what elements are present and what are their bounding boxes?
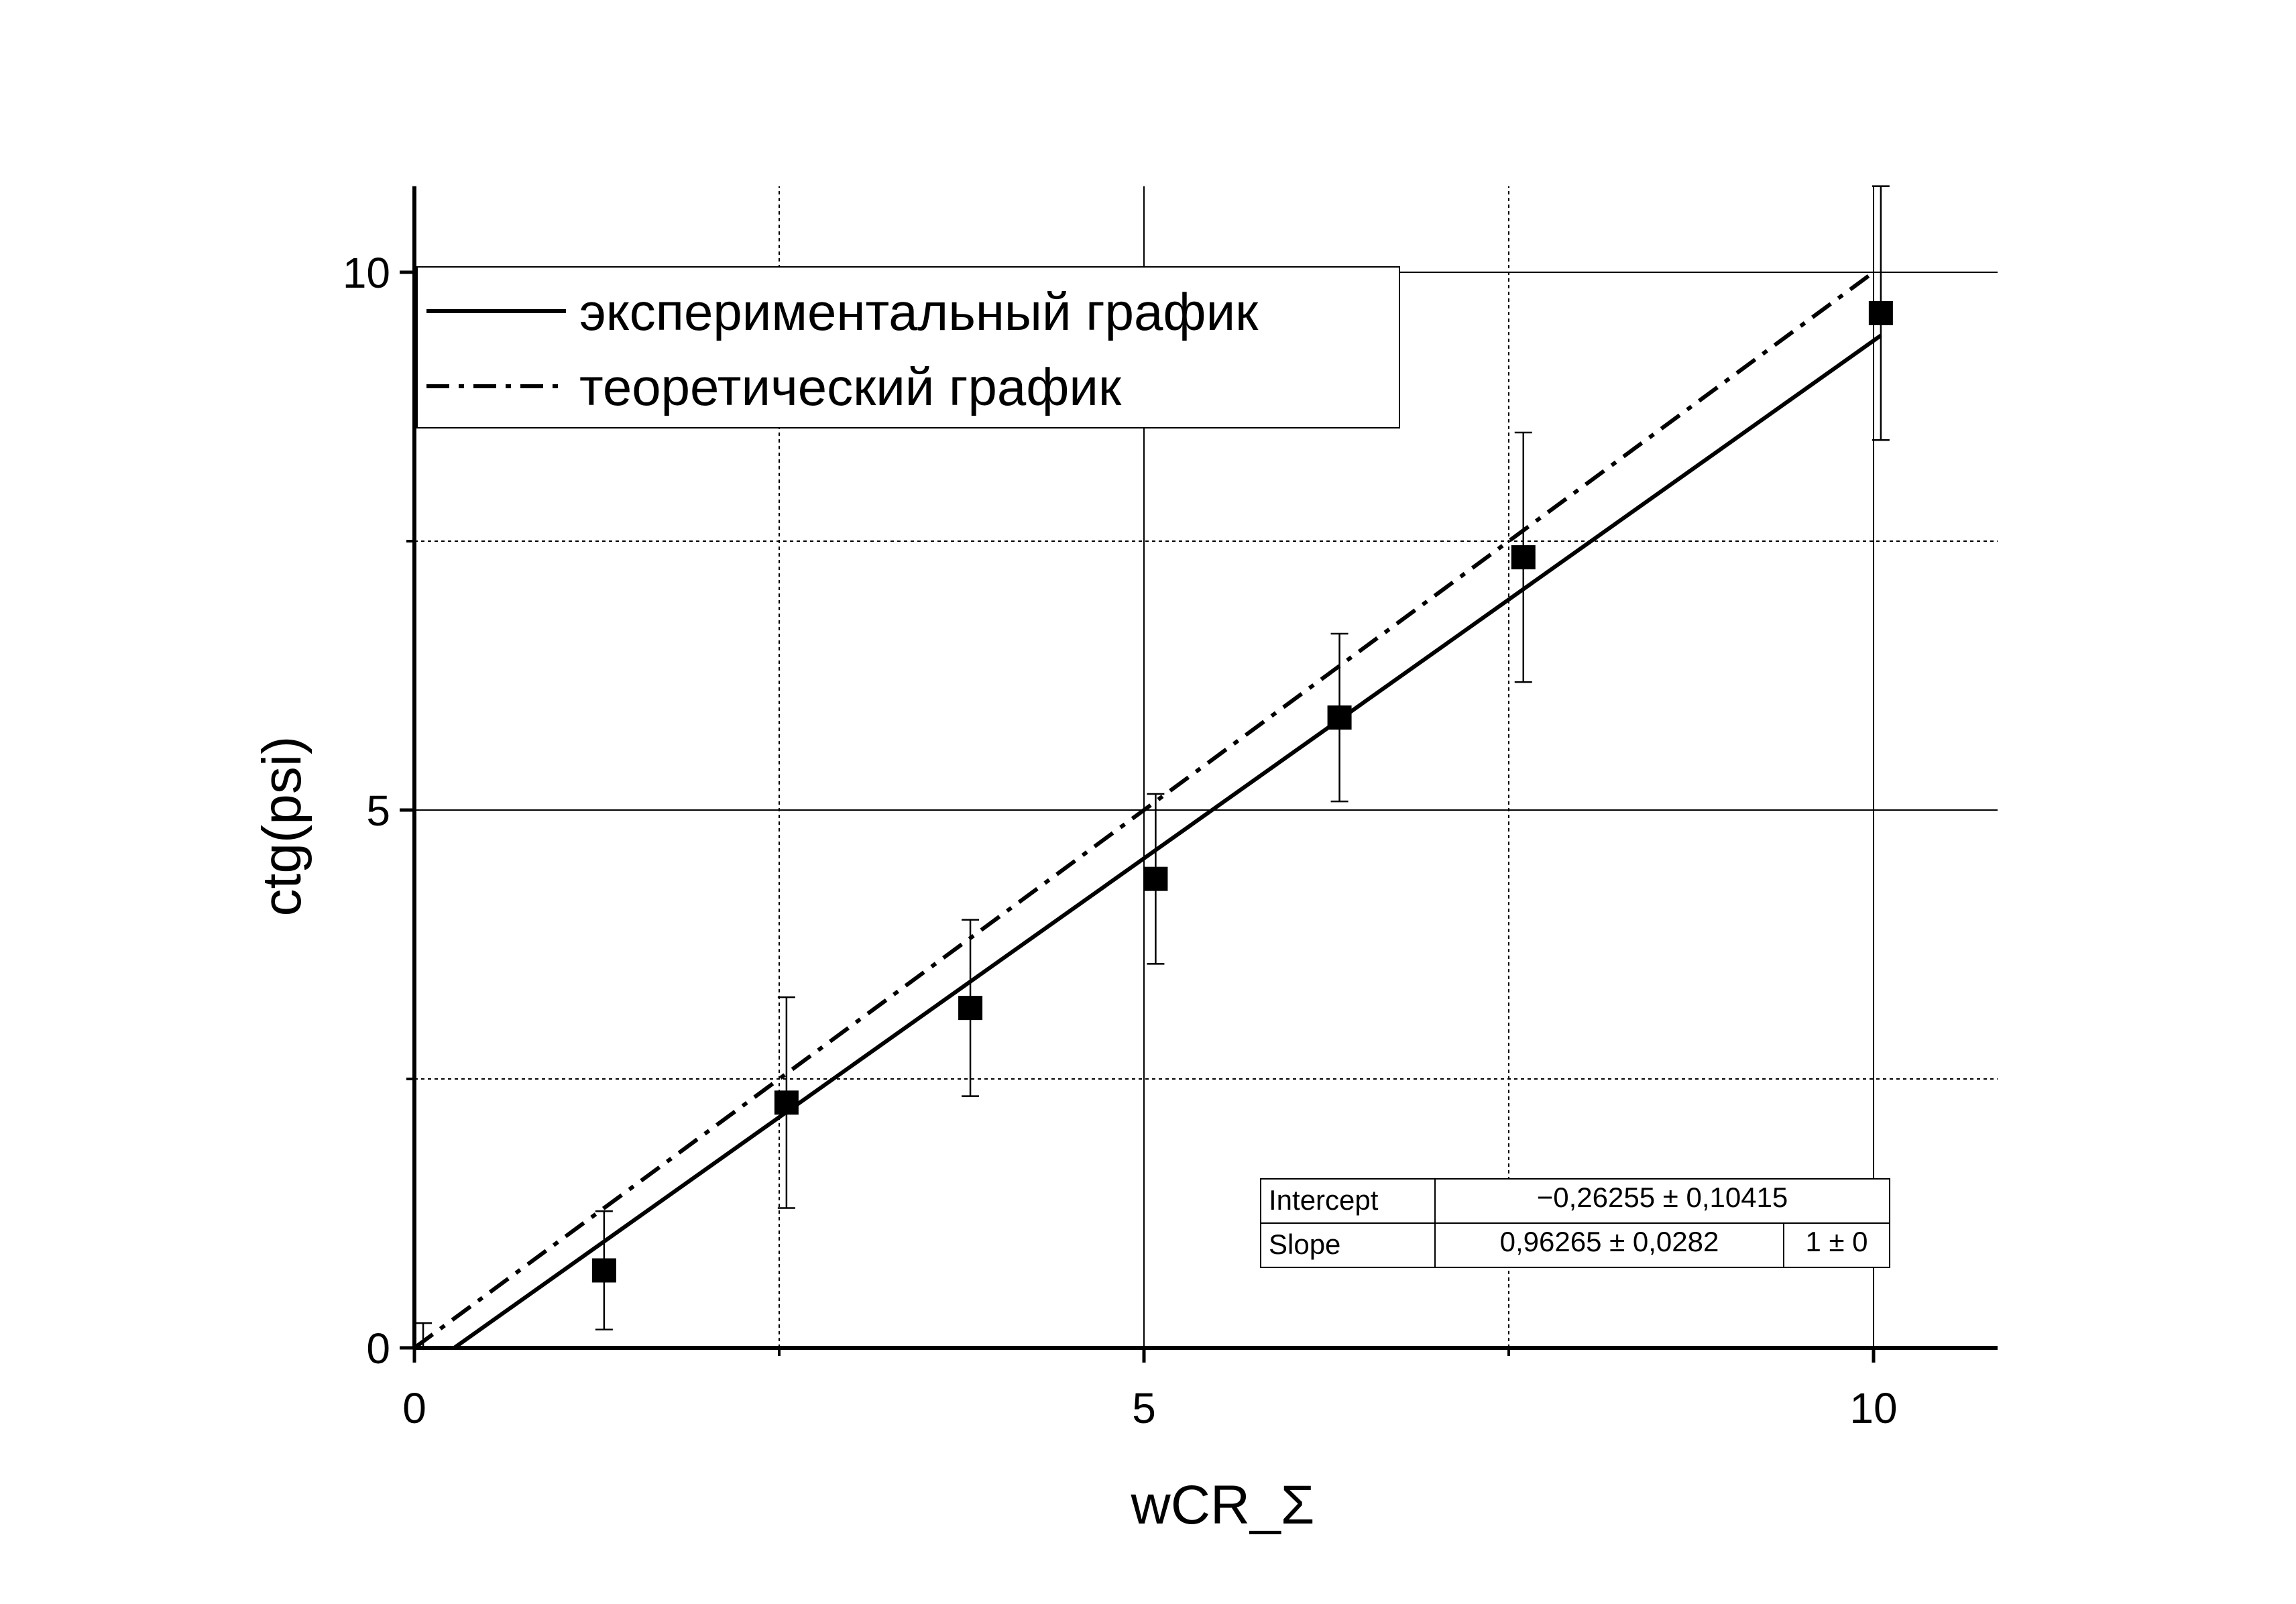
y-tick-label: 0 [366,1324,390,1373]
data-points [414,185,1893,1349]
x-tick-label: 5 [1132,1384,1156,1432]
legend: экспериментальный график теоретический гр… [416,266,1400,428]
data-point [1143,866,1168,891]
x-tick-label: 10 [1849,1384,1897,1432]
y-tick-label: 5 [366,787,390,835]
data-point [591,1258,616,1283]
data-point [774,1090,799,1115]
fit-line [453,333,1882,1350]
axes: 0 5 10 0 5 10 [343,186,1998,1432]
stats-label: Intercept [1269,1184,1379,1216]
data-point [1327,705,1352,730]
x-tick-label: 0 [402,1384,426,1432]
y-tick-label: 10 [343,249,390,297]
stats-label: Slope [1269,1228,1340,1260]
stats-value: −0,26255 ± 0,10415 [1537,1182,1788,1213]
legend-label: теоретический график [579,357,1122,416]
x-axis-title: wCR_Σ [1131,1475,1315,1536]
legend-label: экспериментальный график [579,282,1259,341]
fit-lines [413,270,1882,1350]
stats-extra: 1 ± 0 [1805,1226,1868,1257]
y-axis-title: ctg(psi) [251,736,312,917]
stats-value: 0,96265 ± 0,0282 [1500,1226,1719,1257]
stats-table: Intercept −0,26255 ± 0,10415 Slope 0,96265 … [1260,1178,1890,1268]
data-point [1511,545,1536,570]
theory-line [413,270,1875,1350]
data-point [958,996,983,1021]
data-point [1868,300,1893,325]
legend-box [416,266,1400,428]
